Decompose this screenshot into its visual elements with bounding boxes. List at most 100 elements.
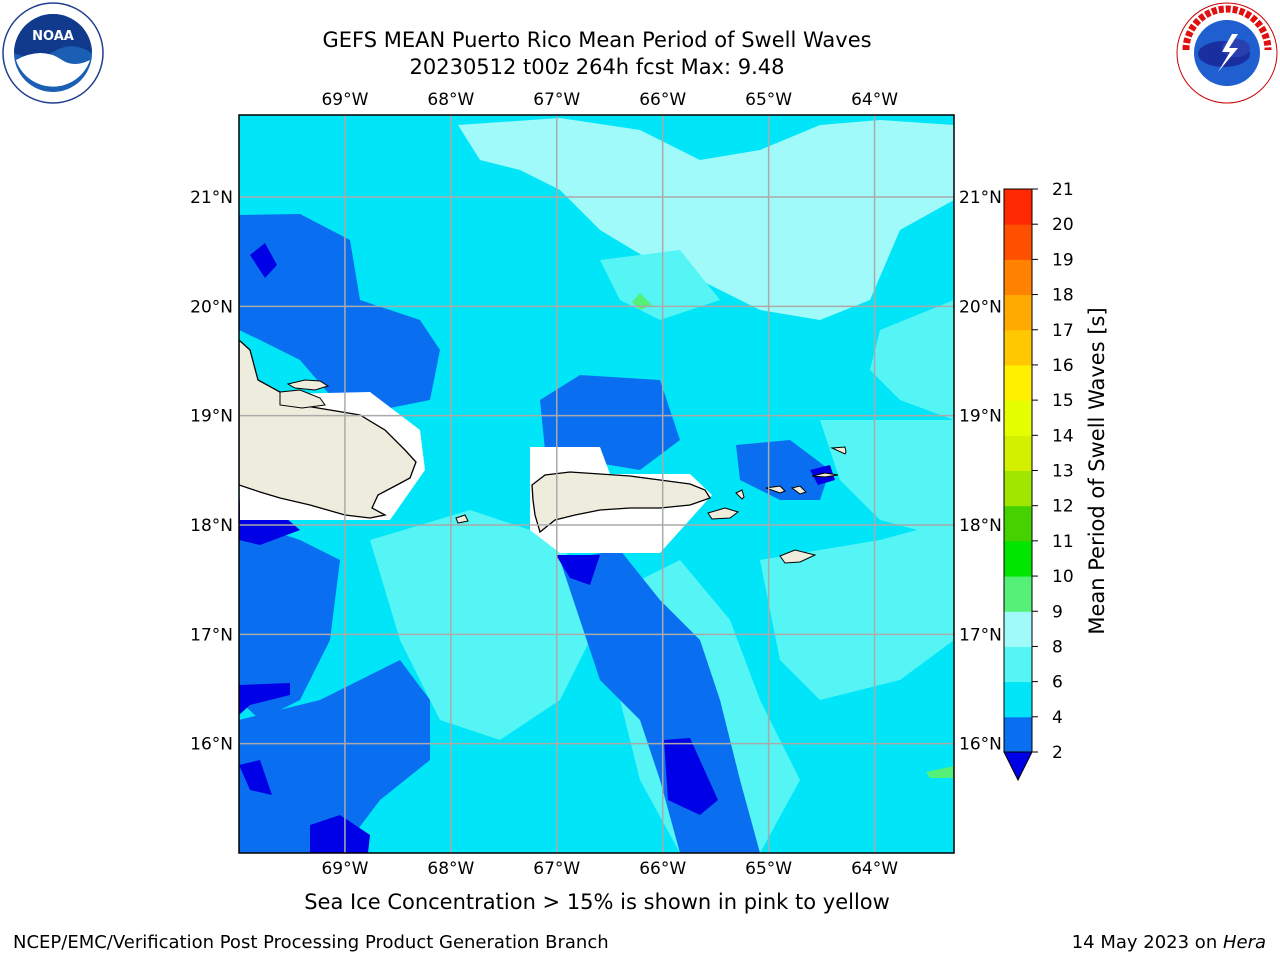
lon-tick-bottom: 64°W — [851, 859, 898, 879]
nws-logo — [1176, 2, 1278, 104]
colorbar-tick-label: 17 — [1052, 321, 1074, 341]
lon-tick-top: 68°W — [427, 90, 474, 110]
noaa-logo-text: NOAA — [32, 29, 74, 44]
colorbar-segment — [1004, 681, 1032, 718]
colorbar-segment — [1004, 646, 1032, 683]
north-islet — [286, 379, 330, 391]
field-contour-region — [239, 214, 440, 410]
colorbar-tick-label: 12 — [1052, 497, 1074, 517]
colorbar-tick-label: 13 — [1052, 462, 1074, 482]
virgin-island — [735, 489, 745, 500]
colorbar-segment — [1004, 329, 1032, 366]
vieques-island — [707, 507, 740, 520]
lon-tick-bottom: 69°W — [321, 859, 368, 879]
field-contour-region — [239, 760, 272, 795]
lat-tick-right: 17°N — [959, 625, 1002, 645]
colorbar-tick-label: 18 — [1052, 286, 1074, 306]
footer-date-text: 14 May 2023 on — [1071, 932, 1223, 953]
colorbar: 2 4 6 8 9 10 11 12 13 14 15 16 17 18 19 20 21 — [1003, 180, 1074, 782]
lat-tick-left: 16°N — [190, 735, 233, 755]
colorbar-tick-label: 21 — [1052, 180, 1074, 200]
lat-tick-left: 17°N — [190, 625, 233, 645]
footer-host: Hera — [1222, 932, 1266, 953]
field-contour-region — [556, 555, 600, 585]
colorbar-tick-label: 2 — [1052, 743, 1063, 763]
field-contour-region — [664, 738, 718, 815]
virgin-island — [811, 472, 839, 478]
lat-tick-left: 21°N — [190, 188, 233, 208]
colorbar-tick-label: 6 — [1052, 673, 1063, 693]
graticule — [239, 115, 954, 853]
field-contour-region — [239, 660, 430, 853]
lat-tick-right: 19°N — [959, 407, 1002, 427]
lon-tick-bottom: 68°W — [427, 859, 474, 879]
field-contour-region — [239, 520, 340, 720]
field-contour-region — [820, 420, 954, 540]
colorbar-segment — [1004, 716, 1032, 753]
virgin-island — [830, 446, 847, 455]
tortuga-island — [279, 389, 326, 409]
colorbar-tick-label: 9 — [1052, 602, 1063, 622]
lat-tick-right: 21°N — [959, 188, 1002, 208]
chart-subtitle: 20230512 t00z 264h fcst Max: 9.48 — [409, 55, 785, 79]
colorbar-tick-label: 8 — [1052, 637, 1063, 657]
field-contour-region — [540, 375, 680, 470]
colorbar-segment — [1004, 576, 1032, 612]
mona-island — [455, 514, 469, 524]
colorbar-segment — [1004, 224, 1032, 260]
colorbar-segment — [1004, 189, 1032, 225]
lat-tick-left: 18°N — [190, 516, 233, 536]
st-croix-island — [779, 549, 817, 564]
colorbar-segment — [1004, 611, 1032, 647]
lon-tick-bottom: 67°W — [533, 859, 580, 879]
colorbar-under-arrow — [1003, 751, 1033, 782]
colorbar-segment — [1004, 505, 1032, 542]
lon-tick-top: 69°W — [321, 90, 368, 110]
axis-ticks: 69°W 69°W 68°W 68°W 67°W 67°W 66°W 66°W 65°W 65°W… — [190, 90, 1002, 879]
sea-ice-note: Sea Ice Concentration > 15% is shown in … — [304, 890, 890, 914]
colorbar-tick-label: 16 — [1052, 356, 1074, 376]
field-contour-region — [458, 118, 954, 320]
field-contour-region — [600, 250, 720, 320]
lat-tick-right: 16°N — [959, 735, 1002, 755]
puerto-rico — [531, 471, 711, 534]
field-contour-region — [310, 815, 370, 853]
lat-tick-right: 18°N — [959, 516, 1002, 536]
colorbar-tick-label: 4 — [1052, 708, 1063, 728]
colorbar-tick-label: 20 — [1052, 215, 1074, 235]
lon-tick-top: 67°W — [533, 90, 580, 110]
field-contour-region — [560, 550, 760, 853]
field-contour-region — [239, 683, 290, 715]
colorbar-tick-label: 14 — [1052, 426, 1074, 446]
field-contour-region — [250, 243, 277, 278]
lon-tick-bottom: 66°W — [639, 859, 686, 879]
colorbar-tick-label: 10 — [1052, 567, 1074, 587]
colorbar-segment — [1004, 400, 1032, 436]
lat-tick-right: 20°N — [959, 297, 1002, 317]
lon-tick-top: 66°W — [639, 90, 686, 110]
chart-title: GEFS MEAN Puerto Rico Mean Period of Swe… — [322, 28, 872, 52]
noaa-logo: NOAA — [2, 2, 104, 104]
colorbar-segment — [1004, 259, 1032, 296]
colorbar-segment — [1004, 435, 1032, 471]
lon-tick-top: 65°W — [745, 90, 792, 110]
field-contour-region — [736, 440, 830, 500]
lon-tick-bottom: 65°W — [745, 859, 792, 879]
virgin-island — [790, 485, 807, 495]
colorbar-tick-label: 15 — [1052, 391, 1074, 411]
footer-branch: NCEP/EMC/Verification Post Processing Pr… — [13, 932, 609, 953]
lat-tick-left: 20°N — [190, 297, 233, 317]
field-contour-region — [870, 300, 954, 420]
footer-date: 14 May 2023 on Hera — [1072, 932, 1266, 953]
field-contour-region — [760, 520, 954, 700]
colorbar-segment — [1004, 364, 1032, 401]
lat-tick-left: 19°N — [190, 407, 233, 427]
colorbar-label: Mean Period of Swell Waves [s] — [1085, 306, 1109, 635]
colorbar-segment — [1004, 294, 1032, 331]
map-frame — [238, 114, 955, 854]
lon-tick-top: 64°W — [851, 90, 898, 110]
colorbar-tick-label: 19 — [1052, 250, 1074, 270]
field-contour-region — [370, 510, 600, 740]
colorbar-tick-label: 11 — [1052, 532, 1074, 552]
